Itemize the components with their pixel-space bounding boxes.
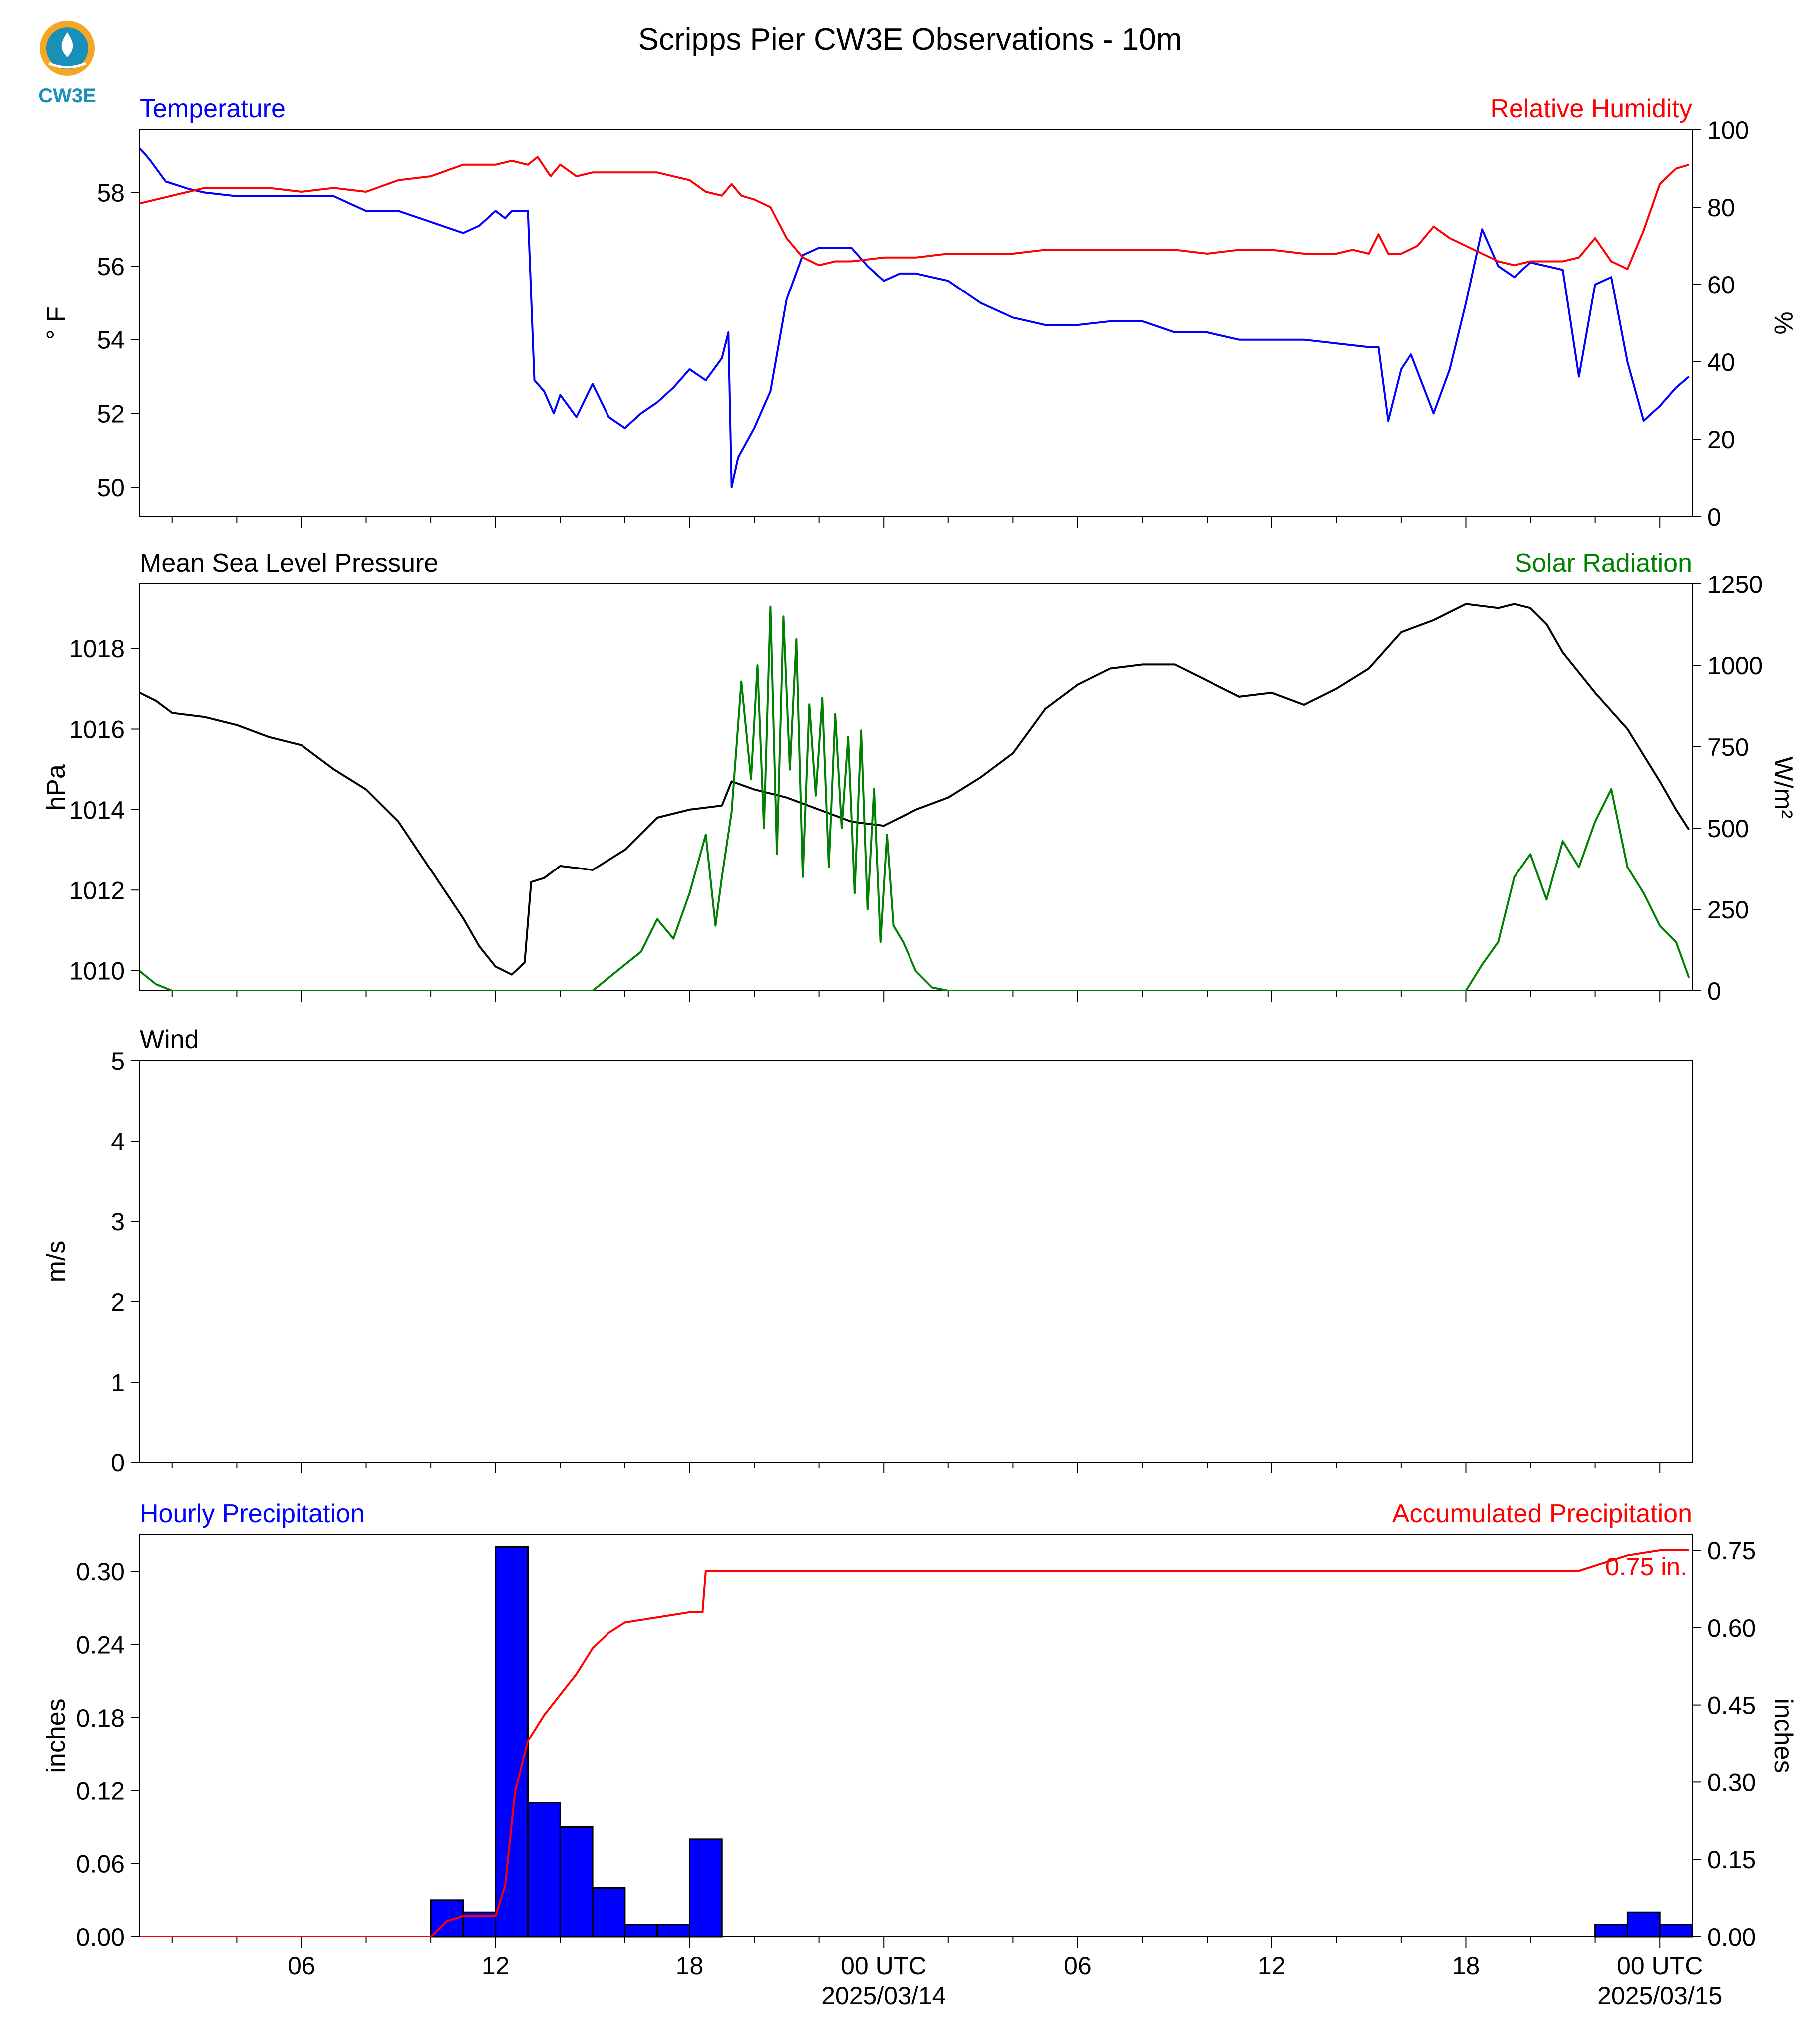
y-tick-label: 1012 [69,876,125,904]
y-tick-label: 56 [97,253,125,281]
y-tick-label: 1 [111,1369,125,1397]
y-tick-label: 2 [111,1288,125,1316]
date-label: 2025/03/14 [821,1982,946,2010]
y-right-tick-label: 1250 [1707,571,1763,598]
y-right-tick-label: 20 [1707,426,1735,454]
time-tick-label: 06 [288,1952,315,1980]
y-tick-label: 54 [97,326,125,354]
chart-title: Scripps Pier CW3E Observations - 10m [638,22,1182,57]
panel-frame-wind [139,1060,1693,1463]
y-right-axis-label: W/m² [1769,756,1798,818]
y-right-tick-label: 0 [1707,977,1721,1005]
precip-bar [592,1887,626,1938]
y-tick-label: 0.30 [76,1558,125,1586]
y-tick-label: 0.00 [76,1923,125,1951]
time-tick-label: 12 [1258,1952,1286,1980]
time-tick-label: 18 [1452,1952,1480,1980]
y-tick-label: 0.06 [76,1850,125,1878]
panel-frame-pressure-solar [139,583,1693,991]
panel-title-right: Solar Radiation [1515,549,1692,578]
y-right-tick-label: 40 [1707,348,1735,376]
logo-wave [48,62,86,69]
series-line-pressure-solar-1 [140,605,1690,991]
y-axis-label: inches [42,1698,71,1773]
accumulated-precip-line [140,1549,1689,1937]
time-tick-label: 18 [676,1952,704,1980]
y-right-tick-label: 750 [1707,733,1749,761]
time-tick-label: 00 UTC [1617,1952,1703,1980]
panel-title-left: Temperature [140,94,286,123]
y-tick-label: 52 [97,400,125,428]
y-right-tick-label: 0.60 [1707,1614,1756,1642]
panel-title-right: Relative Humidity [1490,94,1692,123]
logo-icon: CW3E [38,21,96,107]
y-right-axis-label: % [1769,311,1798,334]
y-right-tick-label: 0.45 [1707,1692,1756,1720]
y-right-tick-label: 0.75 [1707,1537,1756,1565]
y-right-tick-label: 80 [1707,194,1735,222]
panel-title-right: Accumulated Precipitation [1392,1499,1692,1528]
precip-bar [1626,1911,1661,1938]
y-tick-label: 1018 [69,635,125,663]
precip-bar [688,1838,723,1938]
y-right-tick-label: 1000 [1707,652,1763,680]
y-tick-label: 0 [111,1449,125,1477]
precip-bar [1659,1924,1693,1938]
series-line-temperature-humidity-1 [140,156,1690,270]
y-right-tick-label: 500 [1707,815,1749,843]
y-tick-label: 58 [97,179,125,207]
panel-title-left: Wind [140,1025,199,1054]
y-tick-label: 50 [97,474,125,502]
precip-bar [559,1826,594,1938]
date-label: 2025/03/15 [1597,1982,1722,2010]
precip-bar [527,1802,561,1938]
y-right-tick-label: 250 [1707,896,1749,924]
y-right-tick-label: 60 [1707,271,1735,299]
time-tick-label: 12 [482,1952,510,1980]
accumulated-annotation: 0.75 in. [1605,1553,1687,1581]
series-line-pressure-solar-0 [140,603,1690,976]
panel-title-left: Hourly Precipitation [140,1499,365,1528]
y-right-axis-label: inches [1769,1698,1798,1773]
y-right-tick-label: 0.15 [1707,1846,1756,1874]
y-tick-label: 5 [111,1047,125,1075]
logo-text: CW3E [38,85,96,107]
panel-frame-precipitation [139,1534,1693,1937]
cw3e-logo: CW3E [30,17,105,107]
y-right-tick-label: 0.00 [1707,1923,1756,1951]
y-right-tick-label: 0.30 [1707,1768,1756,1796]
y-axis-label: m/s [42,1241,71,1283]
y-tick-label: 0.24 [76,1631,125,1659]
precip-bar [656,1924,690,1938]
precip-bar [624,1924,658,1938]
panel-title-left: Mean Sea Level Pressure [140,549,438,578]
y-axis-label: ° F [42,306,71,340]
y-tick-label: 3 [111,1208,125,1236]
y-tick-label: 1014 [69,796,125,824]
y-tick-label: 0.18 [76,1704,125,1732]
time-tick-label: 06 [1064,1952,1092,1980]
time-tick-label: 00 UTC [841,1952,926,1980]
y-tick-label: 1010 [69,957,125,985]
precip-bar [495,1546,529,1938]
y-right-tick-label: 0 [1707,503,1721,531]
y-tick-label: 4 [111,1128,125,1156]
precip-bar [1594,1924,1628,1938]
series-line-temperature-humidity-0 [140,147,1690,488]
y-tick-label: 1016 [69,715,125,743]
panel-frame-temperature-humidity [139,129,1693,517]
y-right-tick-label: 100 [1707,116,1749,144]
y-tick-label: 0.12 [76,1777,125,1805]
logo-drop [61,32,73,57]
y-axis-label: hPa [42,764,71,811]
